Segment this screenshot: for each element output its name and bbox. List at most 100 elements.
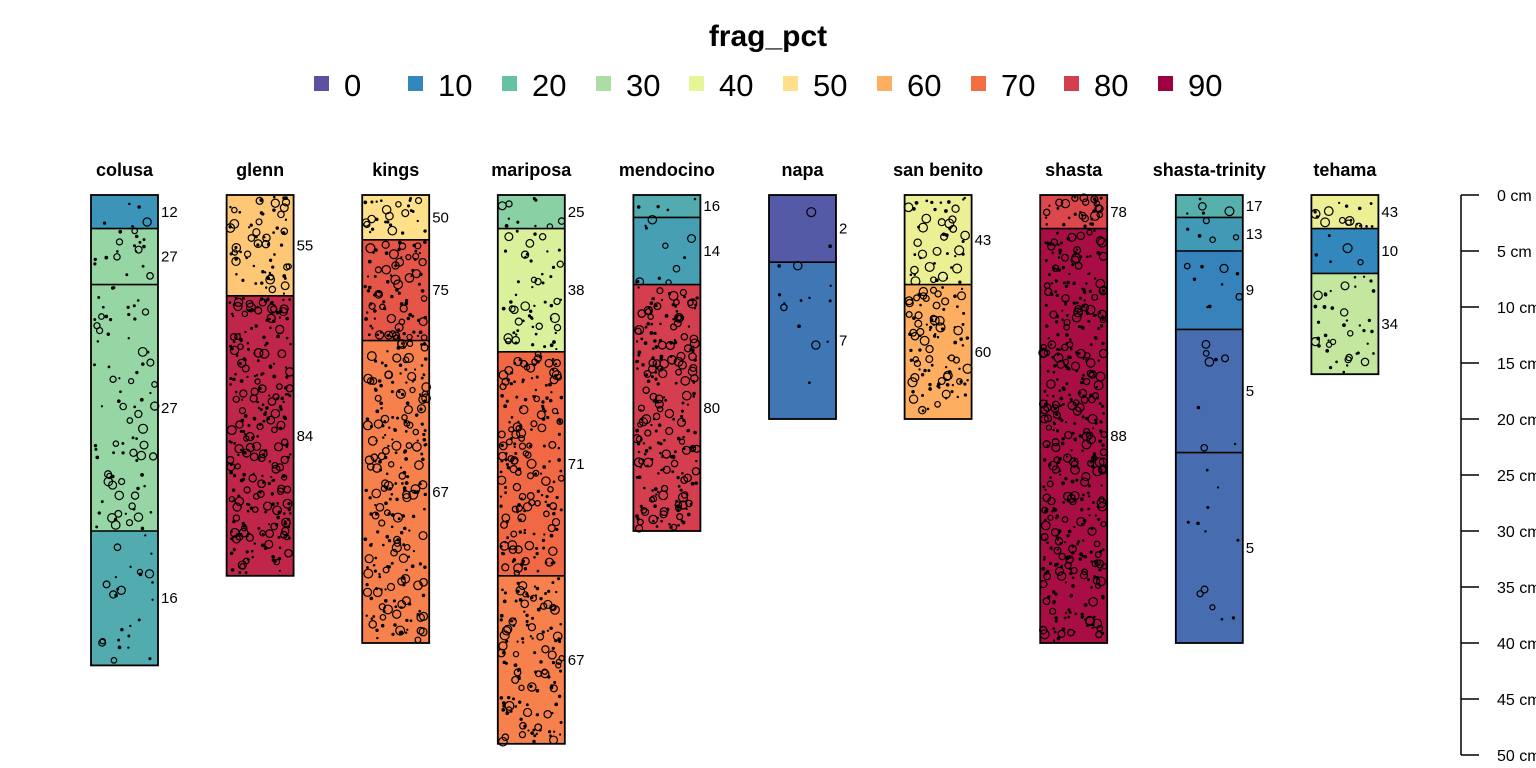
depth-tick-label: 35 cm bbox=[1497, 580, 1536, 597]
fragment-dot bbox=[137, 205, 141, 209]
fragment-dot bbox=[271, 464, 281, 474]
fragment-dot bbox=[513, 442, 517, 446]
profile-name: shasta bbox=[1045, 160, 1103, 180]
fragment-dot bbox=[1061, 343, 1069, 352]
fragment-dot bbox=[129, 624, 132, 628]
fragment-dot bbox=[406, 204, 411, 208]
fragment-dot bbox=[921, 409, 925, 413]
fragment-dot bbox=[1220, 283, 1224, 286]
fragment-dot bbox=[104, 255, 109, 260]
fragment-dot bbox=[683, 256, 687, 260]
fragment-dot bbox=[1079, 380, 1084, 385]
fragment-dot bbox=[423, 428, 427, 432]
fragment-dot bbox=[912, 316, 916, 320]
fragment-dot bbox=[650, 495, 658, 503]
horizon-value: 60 bbox=[975, 344, 992, 361]
fragment-dot bbox=[1054, 320, 1059, 324]
fragment-dot bbox=[242, 557, 250, 565]
fragment-dot bbox=[681, 390, 692, 401]
fragment-dot bbox=[1062, 281, 1066, 285]
profile-outline bbox=[361, 194, 431, 644]
fragment-dot bbox=[1101, 341, 1105, 346]
fragment-dot bbox=[548, 382, 552, 387]
fragment-dot bbox=[530, 731, 534, 735]
fragment-dot bbox=[232, 377, 236, 382]
fragment-dot bbox=[536, 410, 546, 420]
fragment-dot bbox=[1088, 289, 1092, 294]
fragment-dot bbox=[526, 472, 535, 480]
fragment-dot bbox=[657, 276, 661, 280]
depth-tick-label: 20 cm bbox=[1497, 412, 1536, 429]
fragment-dot bbox=[1353, 276, 1357, 279]
fragment-dot bbox=[675, 309, 679, 313]
fragment-dot bbox=[380, 588, 383, 591]
fragment-dot bbox=[520, 497, 523, 500]
fragment-dot bbox=[392, 353, 402, 363]
fragment-dot bbox=[1064, 300, 1067, 304]
fragment-dot bbox=[1329, 260, 1332, 264]
fragment-dot bbox=[534, 224, 537, 228]
fragment-dot bbox=[261, 212, 265, 216]
fragment-dot bbox=[1049, 476, 1052, 479]
fragment-dot bbox=[676, 351, 686, 361]
fragment-dot bbox=[1186, 520, 1190, 524]
fragment-dot bbox=[384, 588, 387, 591]
fragment-dot bbox=[1062, 358, 1070, 366]
fragment-dot bbox=[245, 533, 254, 542]
legend-swatch bbox=[971, 76, 986, 91]
fragment-dot bbox=[539, 597, 543, 601]
fragment-dot bbox=[411, 514, 416, 519]
fragment-dot bbox=[682, 419, 686, 423]
fragment-dot bbox=[377, 290, 381, 294]
fragment-dot bbox=[1045, 399, 1048, 403]
fragment-dot bbox=[375, 628, 379, 633]
fragment-dot bbox=[503, 624, 513, 634]
fragment-dot bbox=[524, 540, 535, 551]
fragment-dot bbox=[675, 368, 683, 376]
fragment-dot bbox=[1067, 400, 1077, 411]
fragment-dot bbox=[1220, 617, 1224, 621]
fragment-dot bbox=[952, 356, 960, 364]
fragment-dot bbox=[516, 640, 519, 643]
fragment-dot bbox=[959, 337, 963, 341]
fragment-dot bbox=[386, 582, 396, 592]
fragment-dot bbox=[273, 558, 277, 563]
fragment-dot bbox=[660, 468, 663, 472]
fragment-dot bbox=[231, 249, 238, 256]
fragment-dot bbox=[1055, 534, 1059, 538]
fragment-dot bbox=[925, 323, 928, 326]
fragment-dot bbox=[541, 538, 546, 543]
fragment-dot bbox=[373, 419, 384, 429]
fragment-dot bbox=[121, 441, 125, 445]
fragment-dot bbox=[536, 569, 540, 573]
fragment-dot bbox=[555, 658, 562, 665]
fragment-dot bbox=[1065, 556, 1069, 561]
fragment-dot bbox=[501, 626, 512, 636]
fragment-dot bbox=[546, 415, 550, 420]
fragment-dot bbox=[936, 336, 940, 339]
horizon bbox=[633, 195, 701, 218]
fragment-dot bbox=[540, 272, 544, 276]
fragment-dot bbox=[930, 200, 934, 205]
fragment-dot bbox=[1345, 353, 1353, 362]
fragment-dot bbox=[257, 453, 266, 463]
fragment-dot bbox=[278, 569, 281, 572]
fragment-dot bbox=[518, 404, 529, 415]
fragment-dot bbox=[401, 482, 404, 485]
fragment-dot bbox=[265, 274, 276, 285]
fragment-dot bbox=[1096, 250, 1101, 255]
fragment-dot bbox=[1071, 431, 1075, 435]
fragment-dot bbox=[136, 299, 140, 302]
fragment-dot bbox=[1052, 428, 1055, 432]
fragment-dot bbox=[1099, 316, 1106, 324]
fragment-dot bbox=[231, 488, 236, 492]
fragment-dot bbox=[385, 534, 390, 539]
fragment-dot bbox=[1094, 551, 1102, 559]
fragment-dot bbox=[424, 357, 428, 361]
horizon-value: 10 bbox=[1381, 243, 1398, 260]
chart-title: frag_pct bbox=[709, 20, 827, 53]
fragment-dot bbox=[1335, 360, 1338, 364]
fragment-dot bbox=[93, 318, 97, 321]
fragment-dot bbox=[372, 615, 376, 618]
fragment-dot bbox=[542, 444, 546, 448]
